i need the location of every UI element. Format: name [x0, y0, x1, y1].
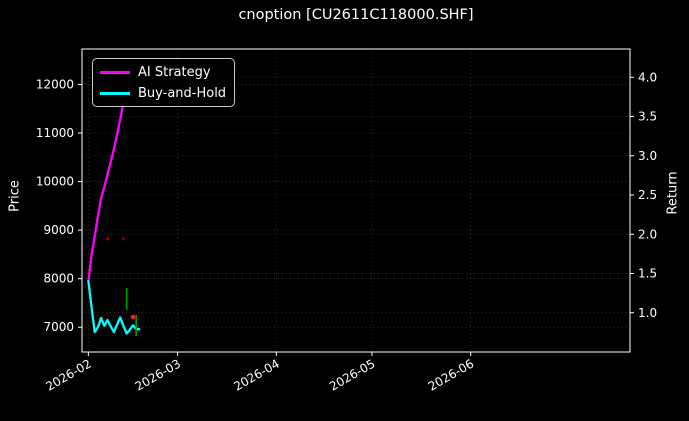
legend-label: AI Strategy — [138, 64, 211, 80]
y-tick-label-left: 11000 — [36, 126, 74, 140]
y-tick-label-right: 3.0 — [638, 149, 657, 163]
y-tick-label-right: 1.0 — [638, 306, 657, 320]
x-tick-label: 2026-05 — [327, 356, 377, 393]
trade-marker-darkred — [105, 237, 110, 241]
y-tick-label-right: 1.5 — [638, 267, 657, 281]
legend-item: AI Strategy — [93, 64, 234, 80]
y-tick-label-left: 7000 — [43, 320, 74, 334]
y-tick-label-right: 4.0 — [638, 70, 657, 84]
plot-area-border — [81, 48, 631, 353]
series-line-buy-and-hold — [87, 279, 141, 335]
x-tick-label: 2026-03 — [133, 356, 183, 393]
y-tick-label-right: 2.5 — [638, 188, 657, 202]
chart-title: cnoption [CU2611C118000.SHF] — [238, 7, 474, 23]
trade-marker-darkred — [121, 237, 126, 241]
y-tick-label-right: 2.0 — [638, 227, 657, 241]
y-tick-label-left: 8000 — [43, 272, 74, 286]
y-tick-label-left: 9000 — [43, 223, 74, 237]
trade-marker-red — [130, 314, 136, 320]
y-tick-label-left: 10000 — [36, 175, 74, 189]
legend-label: Buy-and-Hold — [138, 85, 227, 101]
legend: AI Strategy Buy-and-Hold — [92, 58, 235, 107]
x-tick-label: 2026-02 — [43, 356, 93, 393]
x-tick-label: 2026-04 — [231, 356, 281, 393]
legend-line-swatch-buy-and-hold — [100, 91, 130, 95]
legend-item: Buy-and-Hold — [93, 85, 234, 101]
legend-line-swatch-ai-strategy — [100, 70, 130, 74]
y-tick-label-left: 12000 — [36, 77, 74, 91]
y-tick-label-right: 3.5 — [638, 110, 657, 124]
x-tick-label: 2026-06 — [426, 356, 476, 393]
